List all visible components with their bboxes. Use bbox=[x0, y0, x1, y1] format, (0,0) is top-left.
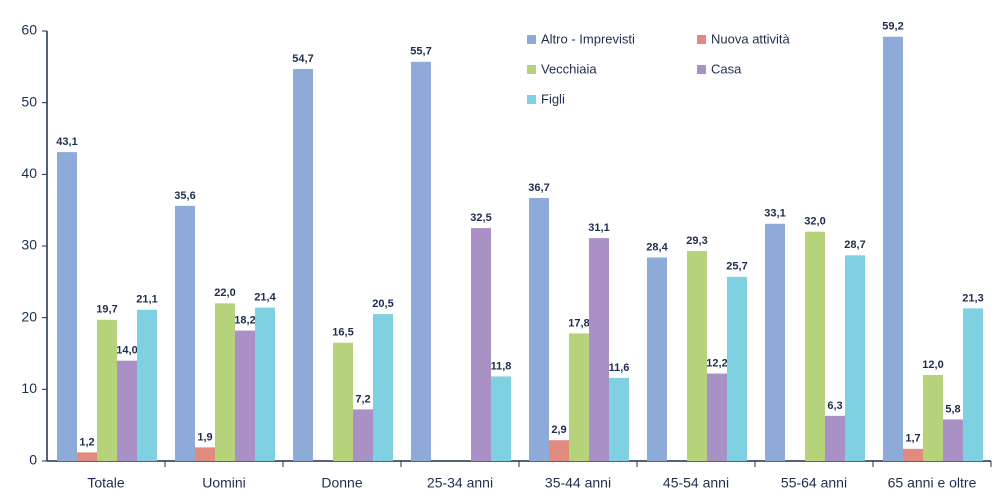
value-label: 28,7 bbox=[844, 239, 865, 251]
value-label: 14,0 bbox=[116, 345, 137, 357]
bar bbox=[235, 330, 255, 461]
value-label: 33,1 bbox=[764, 208, 785, 220]
value-label: 2,9 bbox=[551, 424, 566, 436]
legend-swatch bbox=[697, 65, 706, 74]
value-label: 28,4 bbox=[646, 241, 668, 253]
value-label: 6,3 bbox=[827, 400, 842, 412]
x-tick-label: 55-64 anni bbox=[781, 475, 847, 491]
value-label: 55,7 bbox=[410, 46, 431, 58]
y-tick-label: 40 bbox=[21, 165, 37, 181]
bar bbox=[333, 342, 353, 461]
legend-swatch bbox=[527, 95, 536, 104]
bar bbox=[77, 452, 97, 461]
value-label: 21,4 bbox=[254, 292, 276, 304]
value-label: 11,6 bbox=[609, 362, 630, 374]
bar bbox=[647, 257, 667, 461]
bar bbox=[903, 448, 923, 461]
bar bbox=[943, 419, 963, 461]
bar bbox=[353, 409, 373, 461]
x-tick-label: 45-54 anni bbox=[663, 475, 729, 491]
legend-swatch bbox=[527, 65, 536, 74]
value-label: 12,0 bbox=[922, 359, 943, 371]
value-label: 1,9 bbox=[197, 431, 212, 443]
value-label: 22,0 bbox=[214, 287, 235, 299]
bar bbox=[687, 251, 707, 461]
x-tick-label: 25-34 anni bbox=[427, 475, 493, 491]
bar bbox=[707, 373, 727, 461]
value-label: 35,6 bbox=[174, 190, 195, 202]
bar bbox=[923, 375, 943, 461]
value-label: 32,5 bbox=[470, 212, 491, 224]
value-label: 36,7 bbox=[528, 182, 549, 194]
value-label: 43,1 bbox=[56, 136, 77, 148]
value-label: 54,7 bbox=[292, 53, 313, 65]
value-label: 16,5 bbox=[332, 327, 353, 339]
bar bbox=[569, 333, 589, 461]
y-tick-label: 60 bbox=[21, 22, 37, 38]
bar bbox=[529, 197, 549, 461]
x-tick-label: 65 anni e oltre bbox=[888, 475, 977, 491]
bar bbox=[609, 377, 629, 461]
bar bbox=[175, 205, 195, 461]
value-label: 31,1 bbox=[588, 222, 609, 234]
bar bbox=[57, 152, 77, 461]
x-tick-label: Totale bbox=[87, 475, 125, 491]
value-label: 25,7 bbox=[726, 261, 747, 273]
y-tick-label: 50 bbox=[21, 93, 37, 109]
value-label: 29,3 bbox=[686, 235, 707, 247]
bar bbox=[845, 255, 865, 461]
legend-label: Vecchiaia bbox=[541, 61, 597, 76]
y-tick-label: 10 bbox=[21, 380, 37, 396]
y-tick-label: 0 bbox=[29, 452, 37, 468]
bar bbox=[589, 238, 609, 461]
value-label: 17,8 bbox=[568, 317, 589, 329]
value-label: 32,0 bbox=[804, 216, 825, 228]
value-label: 1,2 bbox=[79, 436, 94, 448]
y-tick-label: 20 bbox=[21, 308, 37, 324]
bar bbox=[471, 228, 491, 461]
value-label: 1,7 bbox=[905, 433, 920, 445]
legend-label: Altro - Imprevisti bbox=[541, 31, 635, 46]
value-label: 7,2 bbox=[355, 393, 370, 405]
value-label: 11,8 bbox=[491, 360, 512, 372]
value-label: 19,7 bbox=[96, 304, 117, 316]
legend-label: Figli bbox=[541, 91, 565, 106]
bar bbox=[883, 36, 903, 461]
legend-swatch bbox=[527, 35, 536, 44]
bar bbox=[255, 307, 275, 461]
x-tick-label: 35-44 anni bbox=[545, 475, 611, 491]
bar bbox=[293, 68, 313, 461]
x-tick-label: Uomini bbox=[202, 475, 246, 491]
bar bbox=[825, 415, 845, 461]
bar bbox=[137, 309, 157, 461]
bar bbox=[117, 360, 137, 461]
value-label: 12,2 bbox=[706, 357, 727, 369]
value-label: 21,1 bbox=[136, 294, 157, 306]
value-label: 5,8 bbox=[945, 403, 960, 415]
value-label: 59,2 bbox=[882, 21, 903, 33]
bar bbox=[491, 376, 511, 461]
legend-swatch bbox=[697, 35, 706, 44]
bar bbox=[765, 223, 785, 461]
bar bbox=[727, 276, 747, 461]
bar bbox=[805, 231, 825, 461]
legend-label: Nuova attività bbox=[711, 31, 791, 46]
value-label: 20,5 bbox=[372, 298, 393, 310]
value-label: 18,2 bbox=[234, 314, 255, 326]
legend-label: Casa bbox=[711, 61, 742, 76]
bar bbox=[97, 319, 117, 461]
bar bbox=[195, 447, 215, 461]
y-tick-label: 30 bbox=[21, 237, 37, 253]
value-label: 21,3 bbox=[962, 292, 983, 304]
bar bbox=[963, 308, 983, 461]
bar bbox=[549, 440, 569, 461]
bar bbox=[373, 314, 393, 461]
x-tick-label: Donne bbox=[321, 475, 362, 491]
bar bbox=[411, 61, 431, 462]
bar bbox=[215, 303, 235, 461]
